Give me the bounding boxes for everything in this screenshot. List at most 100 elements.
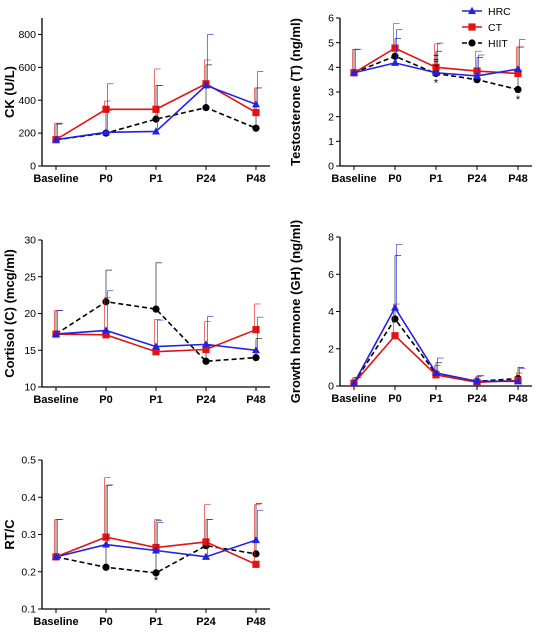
- x-tick-label: P1: [429, 393, 442, 405]
- x-tick-label: Baseline: [33, 394, 78, 406]
- x-tick-label: P48: [508, 393, 528, 405]
- data-point: [202, 552, 210, 560]
- legend-label: CT: [488, 22, 503, 34]
- legend-marker: [468, 6, 476, 14]
- y-tick-label: 15: [24, 345, 36, 357]
- data-point: [514, 69, 522, 78]
- y-tick-label: 5: [328, 37, 334, 49]
- data-point: [202, 538, 210, 546]
- data-point: [102, 128, 110, 136]
- data-point: [52, 552, 60, 560]
- data-point: [102, 563, 110, 571]
- x-tick-label: P1: [149, 394, 162, 406]
- data-point: [391, 303, 399, 311]
- x-tick-label: P48: [508, 173, 528, 185]
- series-hrc: [52, 34, 264, 143]
- x-tick-label: P1: [149, 616, 162, 628]
- data-point: [252, 560, 260, 568]
- series-hrc: [350, 244, 526, 387]
- y-tick-label: 8: [328, 232, 334, 244]
- y-axis-title: Cortisol (C) (mcg/ml): [2, 249, 17, 378]
- chart-panel-4: 0 2 4 6 8 Baseline P0 P1 P24 P48 Growth hormone (G…: [288, 220, 532, 405]
- y-tick-label: 0: [328, 381, 334, 393]
- data-point: [432, 368, 440, 376]
- x-tick-label: P1: [429, 173, 442, 185]
- series-ct: [52, 477, 261, 568]
- y-tick-label: 2: [328, 343, 334, 355]
- y-axis-title: CK (U/L): [2, 66, 17, 118]
- y-tick-label: 0.1: [21, 604, 36, 616]
- x-tick-label: P24: [196, 394, 216, 406]
- data-point: [252, 550, 260, 558]
- x-tick-label: P48: [246, 173, 266, 185]
- x-tick-label: P24: [467, 173, 487, 185]
- significance-mark: *: [154, 575, 159, 587]
- legend-item-hiit: HIIT: [462, 38, 508, 50]
- y-tick-label: 4: [328, 62, 334, 74]
- y-axis-title: Growth hormone (GH) (ng/ml): [288, 220, 303, 403]
- data-point: [102, 105, 110, 113]
- data-point: [514, 85, 522, 94]
- data-point: [102, 326, 110, 334]
- legend-label: HIIT: [488, 38, 508, 50]
- y-tick-label: 600: [18, 62, 36, 74]
- y-tick-label: 0: [30, 161, 36, 173]
- chart-panel-1: 0 200 400 600 800 Baseline P0 P1 P24 P48 CK (U/L): [2, 18, 270, 185]
- series-hrc: [350, 29, 526, 79]
- y-tick-label: 6: [328, 269, 334, 281]
- data-point: [202, 104, 210, 112]
- data-point: [152, 348, 160, 356]
- data-point: [152, 342, 160, 350]
- x-tick-label: P0: [99, 173, 112, 185]
- data-point: [391, 44, 399, 52]
- x-tick-label: P0: [388, 173, 401, 185]
- legend-item-hrc: HRC: [462, 6, 511, 18]
- data-point: [152, 115, 160, 123]
- data-point: [202, 81, 210, 89]
- x-tick-label: P1: [149, 173, 162, 185]
- y-tick-label: 0: [328, 161, 334, 173]
- data-point: [102, 298, 110, 306]
- chart-panel-2: 0 1 2 3 4 5 6 Baseline P0 P1 P24 P48 Testosterone (T…: [288, 13, 532, 185]
- significance-mark: *: [516, 94, 521, 106]
- x-tick-label: P0: [388, 393, 401, 405]
- data-point: [432, 68, 440, 76]
- data-point: [152, 546, 160, 554]
- data-point: [473, 67, 481, 75]
- legend-item-ct: CT: [462, 22, 503, 34]
- data-point: [473, 377, 481, 385]
- data-point: [52, 135, 60, 143]
- y-tick-label: 0.2: [21, 566, 36, 578]
- y-tick-label: 2: [328, 111, 334, 123]
- data-point: [152, 569, 160, 577]
- data-point: [514, 64, 522, 73]
- x-tick-label: P0: [99, 394, 112, 406]
- data-point: [350, 68, 358, 76]
- series-hrc: [52, 290, 264, 354]
- series-hrc: [52, 484, 264, 560]
- data-point: [102, 533, 110, 541]
- x-tick-label: P24: [196, 173, 216, 185]
- x-tick-label: Baseline: [331, 393, 376, 405]
- data-point: [102, 540, 110, 548]
- data-point: [202, 357, 210, 365]
- chart-panel-5: 0.1 0.2 0.3 0.4 0.5 Baseline P0 P1 P24 P48 RT/C *: [2, 455, 270, 628]
- significance-mark: ‡: [433, 58, 439, 70]
- y-tick-label: 4: [328, 306, 334, 318]
- data-point: [252, 346, 260, 354]
- data-point: [514, 377, 522, 385]
- series-line: [55, 544, 257, 574]
- x-tick-label: Baseline: [33, 616, 78, 628]
- y-tick-label: 30: [24, 235, 36, 247]
- data-point: [152, 305, 160, 313]
- y-tick-label: 25: [24, 271, 36, 283]
- x-tick-label: P48: [246, 616, 266, 628]
- y-tick-label: 20: [24, 308, 36, 320]
- data-point: [52, 329, 60, 338]
- data-point: [391, 332, 399, 340]
- x-tick-label: Baseline: [33, 173, 78, 185]
- legend: HRC CT HIIT: [462, 6, 511, 50]
- data-point: [252, 354, 260, 362]
- y-tick-label: 400: [18, 95, 36, 107]
- data-point: [350, 379, 358, 387]
